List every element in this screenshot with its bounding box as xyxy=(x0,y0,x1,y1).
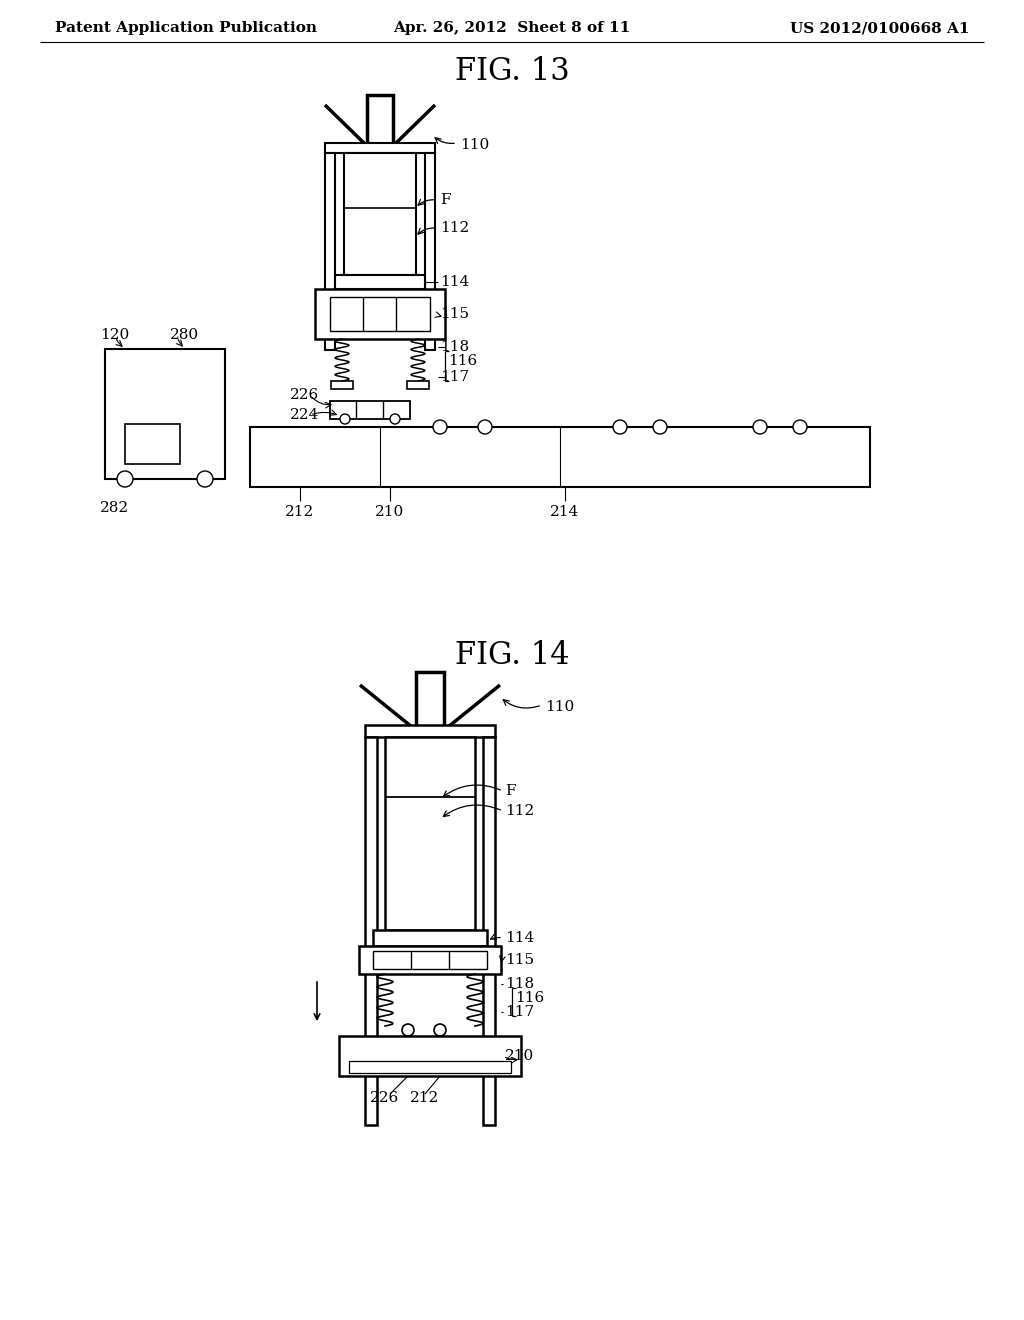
Bar xyxy=(416,672,444,727)
Text: 116: 116 xyxy=(515,991,544,1005)
Circle shape xyxy=(197,471,213,487)
Text: 117: 117 xyxy=(505,1005,535,1019)
Text: 110: 110 xyxy=(545,700,574,714)
Bar xyxy=(365,725,495,737)
Circle shape xyxy=(402,1024,414,1036)
Bar xyxy=(365,737,377,1125)
Text: 116: 116 xyxy=(449,354,477,368)
Bar xyxy=(349,1061,511,1073)
Text: 117: 117 xyxy=(440,370,469,384)
Bar xyxy=(425,153,435,350)
Text: 112: 112 xyxy=(440,220,469,235)
Circle shape xyxy=(434,1024,446,1036)
Bar xyxy=(344,153,416,275)
Bar xyxy=(330,297,430,331)
Bar xyxy=(330,401,410,418)
Bar xyxy=(367,95,393,145)
Bar xyxy=(335,275,425,289)
Text: 115: 115 xyxy=(440,308,469,321)
Text: 110: 110 xyxy=(460,139,489,152)
Text: 210: 210 xyxy=(505,1049,535,1063)
Text: 282: 282 xyxy=(100,502,129,515)
Bar xyxy=(250,426,870,487)
Text: Apr. 26, 2012  Sheet 8 of 11: Apr. 26, 2012 Sheet 8 of 11 xyxy=(393,21,631,36)
Bar xyxy=(105,348,225,479)
Circle shape xyxy=(793,420,807,434)
Text: F: F xyxy=(505,784,515,799)
Bar xyxy=(385,737,475,931)
Text: 214: 214 xyxy=(550,506,580,519)
Circle shape xyxy=(390,414,400,424)
Bar xyxy=(339,1036,521,1076)
Circle shape xyxy=(117,471,133,487)
Text: 280: 280 xyxy=(170,327,199,342)
Bar xyxy=(125,424,180,465)
Circle shape xyxy=(653,420,667,434)
Text: FIG. 14: FIG. 14 xyxy=(455,639,569,671)
Circle shape xyxy=(753,420,767,434)
Bar xyxy=(407,381,429,389)
Bar xyxy=(325,153,335,350)
Bar xyxy=(315,289,445,339)
Text: 212: 212 xyxy=(410,1092,439,1105)
Text: 212: 212 xyxy=(286,506,314,519)
Text: Patent Application Publication: Patent Application Publication xyxy=(55,21,317,36)
Text: 224: 224 xyxy=(290,408,319,422)
Text: 120: 120 xyxy=(100,327,129,342)
Circle shape xyxy=(340,414,350,424)
Text: 114: 114 xyxy=(505,931,535,945)
Circle shape xyxy=(613,420,627,434)
Circle shape xyxy=(433,420,447,434)
Text: F: F xyxy=(440,193,451,207)
Text: 118: 118 xyxy=(505,977,535,991)
Text: FIG. 13: FIG. 13 xyxy=(455,57,569,87)
Text: 114: 114 xyxy=(440,275,469,289)
Text: 210: 210 xyxy=(376,506,404,519)
Circle shape xyxy=(478,420,492,434)
Text: 226: 226 xyxy=(290,388,319,403)
Text: 112: 112 xyxy=(505,804,535,818)
Bar xyxy=(325,143,435,153)
Bar xyxy=(359,946,501,974)
Bar xyxy=(483,737,495,1125)
Text: 118: 118 xyxy=(440,341,469,354)
Bar xyxy=(373,931,487,946)
Text: 226: 226 xyxy=(370,1092,399,1105)
Text: 115: 115 xyxy=(505,953,535,968)
Text: US 2012/0100668 A1: US 2012/0100668 A1 xyxy=(791,21,970,36)
Bar xyxy=(331,381,353,389)
Bar xyxy=(373,950,487,969)
